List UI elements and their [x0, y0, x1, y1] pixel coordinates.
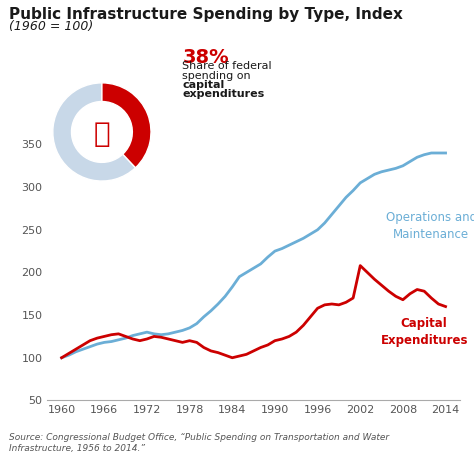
Text: expenditures: expenditures	[182, 89, 265, 99]
Wedge shape	[102, 83, 151, 168]
Text: capital: capital	[182, 80, 225, 90]
Text: Public Infrastructure Spending by Type, Index: Public Infrastructure Spending by Type, …	[9, 7, 403, 22]
Text: spending on: spending on	[182, 71, 255, 81]
Text: Share of federal: Share of federal	[182, 61, 272, 71]
Text: Source: Congressional Budget Office, “Public Spending on Transportation and Wate: Source: Congressional Budget Office, “Pu…	[9, 433, 390, 453]
Text: Capital
Expenditures: Capital Expenditures	[381, 317, 468, 347]
Text: Operations and
Maintenance: Operations and Maintenance	[386, 211, 474, 241]
Wedge shape	[53, 83, 136, 181]
Text: 38%: 38%	[182, 48, 229, 67]
Text: 🚜: 🚜	[93, 121, 110, 148]
Text: (1960 = 100): (1960 = 100)	[9, 20, 94, 34]
